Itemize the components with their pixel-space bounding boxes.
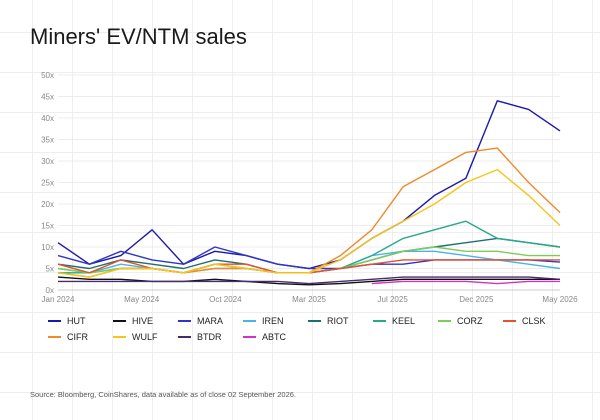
series-line-wulf bbox=[57, 168, 561, 278]
y-tick-label: 25x bbox=[41, 179, 54, 188]
legend-label: CORZ bbox=[457, 316, 483, 326]
legend-swatch bbox=[243, 336, 256, 338]
legend-item-clsk: CLSK bbox=[503, 316, 568, 326]
legend-label: WULF bbox=[132, 332, 158, 342]
legend: HUT HIVE MARA IREN RIOT KEEL CORZ CLSK CIFR WULF B… bbox=[48, 316, 568, 342]
y-tick-label: 15x bbox=[41, 222, 54, 231]
source-note: Source: Bloomberg, CoinShares, data avai… bbox=[30, 390, 296, 399]
legend-label: KEEL bbox=[392, 316, 416, 326]
x-tick-label: Mar 2025 bbox=[292, 295, 326, 304]
legend-label: IREN bbox=[262, 316, 284, 326]
y-tick-label: 45x bbox=[41, 93, 54, 102]
legend-item-hive: HIVE bbox=[113, 316, 178, 326]
legend-label: RIOT bbox=[327, 316, 349, 326]
legend-swatch bbox=[243, 320, 256, 322]
legend-item-btdr: BTDR bbox=[178, 332, 243, 342]
legend-swatch bbox=[178, 336, 191, 338]
y-tick-label: 30x bbox=[41, 157, 54, 166]
y-tick-label: 35x bbox=[41, 136, 54, 145]
legend-label: MARA bbox=[197, 316, 224, 326]
legend-label: CLSK bbox=[522, 316, 546, 326]
x-tick-label: Dec 2025 bbox=[459, 295, 494, 304]
legend-swatch bbox=[113, 336, 126, 338]
x-tick-label: May 2026 bbox=[542, 295, 578, 304]
legend-swatch bbox=[438, 320, 451, 322]
series-line-hut bbox=[57, 100, 561, 270]
legend-label: CIFR bbox=[67, 332, 88, 342]
legend-item-cifr: CIFR bbox=[48, 332, 113, 342]
y-tick-label: 0x bbox=[46, 286, 54, 295]
legend-item-iren: IREN bbox=[243, 316, 308, 326]
y-tick-label: 40x bbox=[41, 114, 54, 123]
y-tick-label: 50x bbox=[41, 71, 54, 80]
legend-item-corz: CORZ bbox=[438, 316, 503, 326]
y-tick-label: 10x bbox=[41, 243, 54, 252]
legend-swatch bbox=[373, 320, 386, 322]
legend-swatch bbox=[178, 320, 191, 322]
legend-swatch bbox=[503, 320, 516, 322]
legend-swatch bbox=[48, 320, 61, 322]
series-lines bbox=[57, 100, 561, 286]
x-tick-label: May 2024 bbox=[124, 295, 160, 304]
series-line-btdr bbox=[58, 276, 561, 285]
legend-swatch bbox=[113, 320, 126, 322]
x-tick-label: Oct 2024 bbox=[209, 295, 242, 304]
legend-item-riot: RIOT bbox=[308, 316, 373, 326]
legend-label: HUT bbox=[67, 316, 86, 326]
x-tick-label: Jul 2025 bbox=[378, 295, 409, 304]
legend-label: BTDR bbox=[197, 332, 222, 342]
legend-label: ABTC bbox=[262, 332, 287, 342]
legend-item-mara: MARA bbox=[178, 316, 243, 326]
legend-item-abtc: ABTC bbox=[243, 332, 308, 342]
legend-swatch bbox=[308, 320, 321, 322]
legend-swatch bbox=[48, 336, 61, 338]
y-tick-label: 5x bbox=[46, 265, 54, 274]
legend-label: HIVE bbox=[132, 316, 154, 326]
y-tick-label: 20x bbox=[41, 200, 54, 209]
y-axis: 0x 5x 10x 15x 20x 25x 30x 35x 40x 45x 50x bbox=[41, 71, 54, 295]
legend-item-keel: KEEL bbox=[373, 316, 438, 326]
series-line-abtc bbox=[371, 280, 560, 285]
legend-item-hut: HUT bbox=[48, 316, 113, 326]
series-line-riot bbox=[57, 237, 561, 274]
x-tick-label: Jan 2024 bbox=[42, 295, 75, 304]
legend-item-wulf: WULF bbox=[113, 332, 178, 342]
x-axis: Jan 2024 May 2024 Oct 2024 Mar 2025 Jul 2025… bbox=[42, 295, 579, 304]
chart-title: Miners' EV/NTM sales bbox=[30, 24, 247, 49]
